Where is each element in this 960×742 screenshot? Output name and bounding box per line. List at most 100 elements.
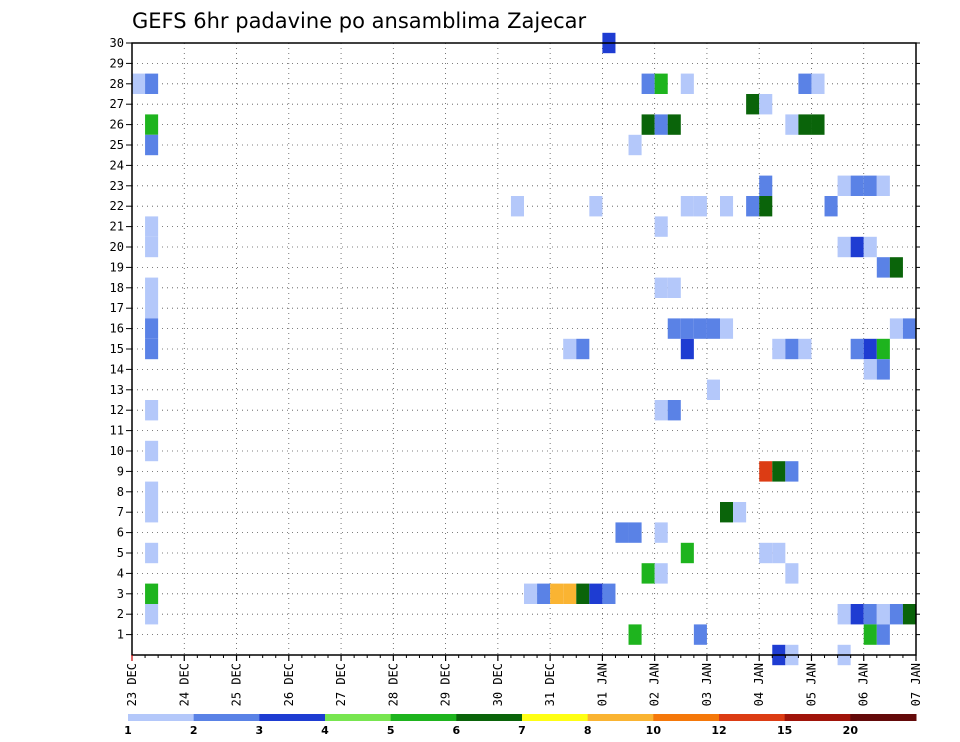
heatmap-cell (145, 73, 159, 94)
colorbar-swatch (784, 714, 851, 721)
y-tick-label: 6 (117, 526, 124, 540)
heatmap-cell (654, 73, 668, 94)
heatmap-cell (654, 563, 668, 584)
x-tick-label: 03 JAN (700, 663, 714, 706)
heatmap-cell (132, 73, 146, 94)
heatmap-cell (145, 502, 159, 523)
heatmap-cell (145, 277, 159, 298)
heatmap-cell (680, 73, 694, 94)
y-tick-label: 17 (110, 301, 124, 315)
heatmap-cell (628, 522, 642, 543)
heatmap-cell (850, 604, 864, 625)
heatmap-cell (876, 175, 890, 196)
heatmap-cell (641, 563, 655, 584)
heatmap-cell (837, 236, 851, 258)
heatmap-cell (876, 257, 890, 278)
heatmap-cell (680, 196, 694, 217)
heatmap-cell (145, 400, 159, 421)
colorbar-swatch (522, 714, 589, 721)
colorbar-label: 8 (584, 724, 592, 737)
y-tick-label: 19 (110, 260, 124, 274)
colorbar-swatch (587, 714, 654, 721)
colorbar: 1 2 3 4 5 6 7 8 10 12 15 20 (124, 714, 917, 737)
y-tick-label: 21 (110, 220, 124, 234)
heatmap-cell (628, 624, 642, 645)
heatmap-cell (785, 563, 799, 584)
y-tick-label: 23 (110, 179, 124, 193)
y-tick-label: 12 (110, 403, 124, 417)
colorbar-label: 15 (777, 724, 792, 737)
heatmap-cell (850, 236, 864, 258)
heatmap-cell (863, 236, 877, 258)
heatmap-cell (654, 114, 668, 135)
y-tick-label: 9 (117, 464, 124, 478)
chart-title: GEFS 6hr padavine po ansamblima Zajecar (132, 9, 587, 33)
x-tick-label: 30 DEC (491, 663, 505, 706)
heatmap-cell (145, 338, 159, 360)
heatmap-cell (576, 338, 590, 360)
heatmap-cell (145, 440, 159, 462)
heatmap-cell (746, 196, 760, 217)
heatmap-cell (824, 196, 838, 217)
y-tick-label: 16 (110, 322, 124, 336)
heatmap-cell (772, 338, 786, 360)
heatmap-cell (889, 318, 903, 339)
heatmap-cell (145, 604, 159, 625)
heatmap-cell (720, 318, 734, 339)
x-tick-label: 04 JAN (752, 663, 766, 706)
heatmap-cell (563, 338, 577, 360)
heatmap-cell (706, 318, 720, 339)
heatmap-cell (759, 542, 773, 564)
x-tick-label: 26 DEC (282, 663, 296, 706)
heatmap-cell (837, 175, 851, 196)
heatmap-cell (145, 134, 159, 156)
heatmap-cell (746, 94, 760, 115)
heatmap-cell (785, 461, 799, 482)
x-tick-label: 06 JAN (857, 663, 871, 706)
colorbar-label: 6 (453, 724, 461, 737)
heatmap-cell (680, 338, 694, 360)
heatmap-cell (876, 359, 890, 380)
heatmap-cell (759, 94, 773, 115)
heatmap-cell (850, 175, 864, 196)
heatmap-cells (132, 32, 916, 666)
x-tick-label: 23 DEC (125, 663, 139, 706)
y-tick-label: 15 (110, 342, 124, 356)
y-tick-label: 13 (110, 383, 124, 397)
y-tick-label: 1 (117, 628, 124, 642)
y-axis: 1234567891011121314151617181920212223242… (110, 36, 920, 642)
heatmap-cell (145, 298, 159, 319)
colorbar-label: 7 (518, 724, 526, 737)
heatmap-cell (902, 318, 916, 339)
x-tick-label: 07 JAN (909, 663, 923, 706)
y-tick-label: 5 (117, 546, 124, 560)
colorbar-swatch (456, 714, 523, 721)
heatmap-cell (798, 338, 812, 360)
heatmap-cell (902, 604, 916, 625)
heatmap-cell (641, 73, 655, 94)
heatmap-cell (563, 583, 577, 604)
heatmap-cell (641, 114, 655, 135)
heatmap-cell (876, 624, 890, 645)
heatmap-cell (798, 73, 812, 94)
x-axis: 23 DEC 24 DEC 25 DEC 26 DEC 27 DEC 28 DEC 29 D… (125, 655, 923, 706)
heatmap-cell (863, 359, 877, 380)
colorbar-label: 20 (843, 724, 859, 737)
heatmap-cell (889, 604, 903, 625)
y-tick-label: 28 (110, 77, 124, 91)
colorbar-swatch (850, 714, 917, 721)
colorbar-swatch (128, 714, 195, 721)
heatmap-cell (589, 583, 603, 604)
x-tick-label: 28 DEC (386, 663, 400, 706)
heatmap-cell (667, 318, 681, 339)
heatmap-cell (680, 318, 694, 339)
heatmap-cell (863, 604, 877, 625)
heatmap-cell (863, 175, 877, 196)
colorbar-swatch (653, 714, 720, 721)
heatmap-cell (602, 583, 616, 604)
heatmap-cell (759, 196, 773, 217)
y-tick-label: 11 (110, 424, 124, 438)
heatmap-cell (145, 216, 159, 237)
colorbar-label: 3 (256, 724, 264, 737)
colorbar-label: 5 (387, 724, 395, 737)
